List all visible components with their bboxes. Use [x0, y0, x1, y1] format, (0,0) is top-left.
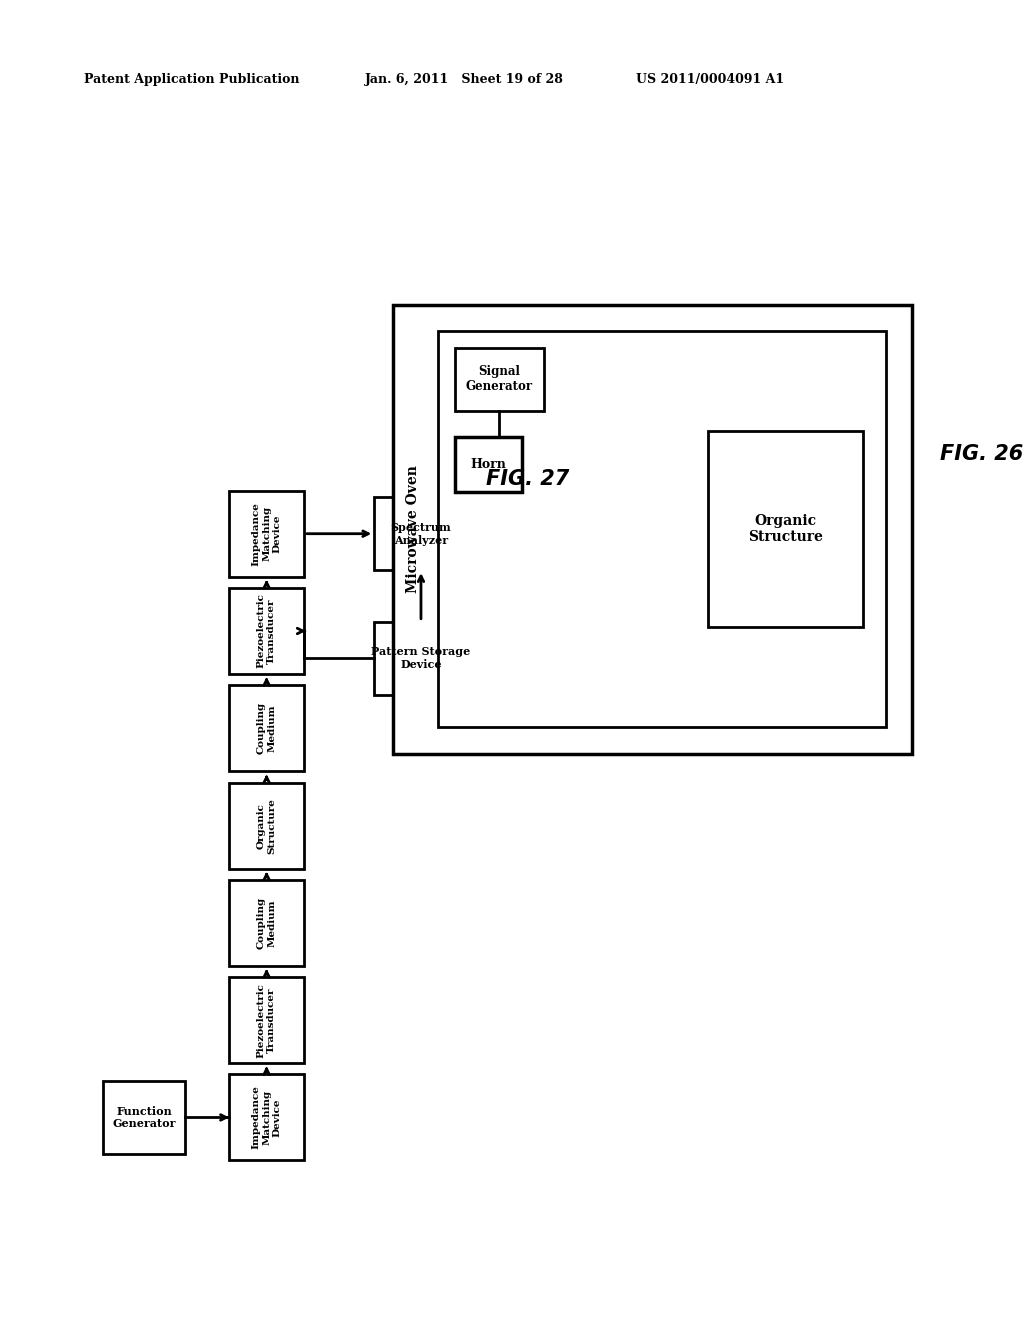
- Text: Pattern Storage
Device: Pattern Storage Device: [372, 647, 471, 671]
- FancyBboxPatch shape: [229, 880, 304, 966]
- FancyBboxPatch shape: [229, 977, 304, 1063]
- FancyBboxPatch shape: [102, 1081, 185, 1154]
- Text: US 2011/0004091 A1: US 2011/0004091 A1: [636, 73, 784, 86]
- Text: Patent Application Publication: Patent Application Publication: [84, 73, 300, 86]
- FancyBboxPatch shape: [229, 685, 304, 771]
- Text: FIG. 26: FIG. 26: [940, 445, 1023, 465]
- Text: Piezoelectric
Transducer: Piezoelectric Transducer: [257, 594, 276, 668]
- Text: Jan. 6, 2011   Sheet 19 of 28: Jan. 6, 2011 Sheet 19 of 28: [365, 73, 564, 86]
- Text: Impedance
Matching
Device: Impedance Matching Device: [252, 502, 282, 566]
- Text: Piezoelectric
Transducer: Piezoelectric Transducer: [257, 982, 276, 1057]
- Text: Spectrum
Analyzer: Spectrum Analyzer: [390, 521, 452, 545]
- FancyBboxPatch shape: [229, 587, 304, 675]
- FancyBboxPatch shape: [455, 437, 522, 491]
- Text: Signal
Generator: Signal Generator: [466, 366, 532, 393]
- FancyBboxPatch shape: [229, 783, 304, 869]
- Text: Coupling
Medium: Coupling Medium: [257, 702, 276, 754]
- Text: Microwave Oven: Microwave Oven: [407, 465, 421, 593]
- FancyBboxPatch shape: [374, 622, 468, 694]
- Text: Organic
Structure: Organic Structure: [748, 513, 822, 544]
- Text: Coupling
Medium: Coupling Medium: [257, 896, 276, 949]
- Text: Horn: Horn: [470, 458, 506, 471]
- FancyBboxPatch shape: [455, 347, 544, 411]
- Text: Function
Generator: Function Generator: [113, 1106, 176, 1130]
- FancyBboxPatch shape: [709, 430, 862, 627]
- FancyBboxPatch shape: [229, 491, 304, 577]
- Text: Organic
Structure: Organic Structure: [257, 797, 276, 854]
- Text: Impedance
Matching
Device: Impedance Matching Device: [252, 1085, 282, 1150]
- FancyBboxPatch shape: [374, 498, 468, 570]
- FancyBboxPatch shape: [393, 305, 912, 754]
- FancyBboxPatch shape: [229, 1074, 304, 1160]
- Text: FIG. 27: FIG. 27: [486, 469, 569, 488]
- FancyBboxPatch shape: [438, 331, 886, 727]
